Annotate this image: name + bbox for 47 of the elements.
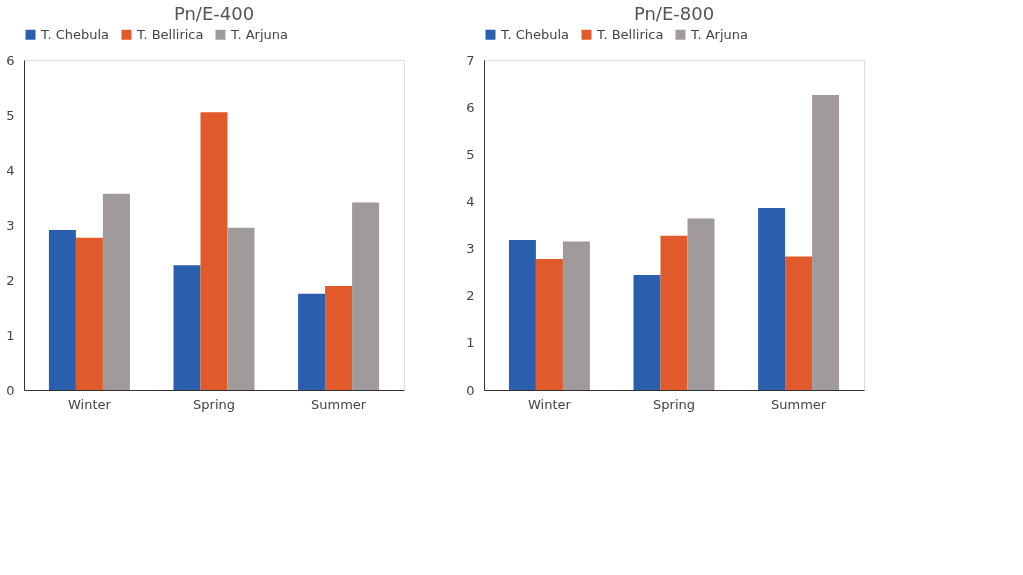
y-tick-label: 1 — [6, 327, 15, 343]
bar — [535, 258, 563, 390]
legend-label: T. Chebula — [500, 26, 570, 42]
legend-label: T. Arjuna — [690, 26, 748, 42]
y-tick-label: 2 — [466, 288, 475, 304]
y-tick-label: 2 — [6, 272, 15, 288]
bar — [102, 193, 130, 390]
bar — [562, 241, 590, 390]
y-tick-label: 5 — [466, 146, 475, 162]
bar — [660, 235, 688, 390]
y-tick-label: 0 — [6, 382, 15, 398]
legend-label: T. Arjuna — [230, 26, 288, 42]
y-tick-label: 3 — [466, 241, 475, 257]
bar — [75, 237, 103, 390]
y-tick-label: 7 — [466, 52, 475, 68]
y-tick-label: 4 — [6, 162, 15, 178]
x-tick-label: Winter — [67, 396, 112, 412]
legend-label: T. Bellirica — [136, 26, 204, 42]
bar — [227, 227, 255, 390]
x-tick-label: Summer — [771, 396, 827, 412]
y-tick-label: 3 — [6, 217, 15, 233]
y-tick-label: 6 — [6, 52, 15, 68]
bar — [812, 94, 840, 390]
y-tick-label: 6 — [466, 99, 475, 115]
legend-label: T. Chebula — [40, 26, 110, 42]
bar — [508, 240, 536, 390]
y-tick-label: 5 — [6, 107, 15, 123]
bar — [352, 202, 380, 390]
y-tick-label: 4 — [466, 193, 475, 209]
x-tick-label: Spring — [653, 396, 695, 412]
chart-title: Pn/E-800 — [633, 3, 715, 24]
y-tick-label: 0 — [466, 382, 475, 398]
bar — [200, 112, 228, 390]
x-tick-label: Summer — [311, 396, 367, 412]
bar — [758, 208, 786, 390]
x-tick-label: Winter — [527, 396, 572, 412]
legend-label: T. Bellirica — [596, 26, 664, 42]
bar — [687, 218, 715, 390]
bar — [325, 286, 353, 390]
y-tick-label: 1 — [466, 335, 475, 351]
chart-title: Pn/E-400 — [173, 3, 255, 24]
bar — [48, 229, 76, 390]
bar — [633, 274, 661, 390]
x-tick-label: Spring — [193, 396, 235, 412]
bar — [173, 265, 201, 390]
bar — [298, 293, 326, 390]
bar — [785, 256, 813, 390]
